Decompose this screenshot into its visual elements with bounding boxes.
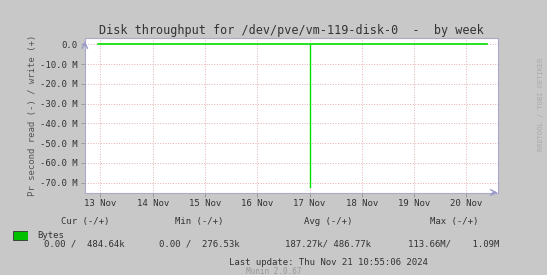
- Text: Last update: Thu Nov 21 10:55:06 2024: Last update: Thu Nov 21 10:55:06 2024: [229, 258, 428, 266]
- Text: Avg (-/+): Avg (-/+): [304, 217, 352, 226]
- Text: 0.00 /  484.64k: 0.00 / 484.64k: [44, 239, 125, 248]
- Bar: [13, 232, 27, 240]
- Text: 187.27k/ 486.77k: 187.27k/ 486.77k: [285, 239, 371, 248]
- Text: Min (-/+): Min (-/+): [176, 217, 224, 226]
- Title: Disk throughput for /dev/pve/vm-119-disk-0  -  by week: Disk throughput for /dev/pve/vm-119-disk…: [99, 24, 484, 37]
- Y-axis label: Pr second read (-) / write (+): Pr second read (-) / write (+): [28, 35, 37, 196]
- Text: Bytes: Bytes: [37, 232, 64, 240]
- Text: 113.66M/    1.09M: 113.66M/ 1.09M: [408, 239, 500, 248]
- Text: Max (-/+): Max (-/+): [430, 217, 478, 226]
- Text: Munin 2.0.67: Munin 2.0.67: [246, 267, 301, 275]
- Text: 0.00 /  276.53k: 0.00 / 276.53k: [159, 239, 240, 248]
- Text: RRDTOOL / TOBI OETIKER: RRDTOOL / TOBI OETIKER: [538, 58, 544, 151]
- Text: Cur (-/+): Cur (-/+): [61, 217, 109, 226]
